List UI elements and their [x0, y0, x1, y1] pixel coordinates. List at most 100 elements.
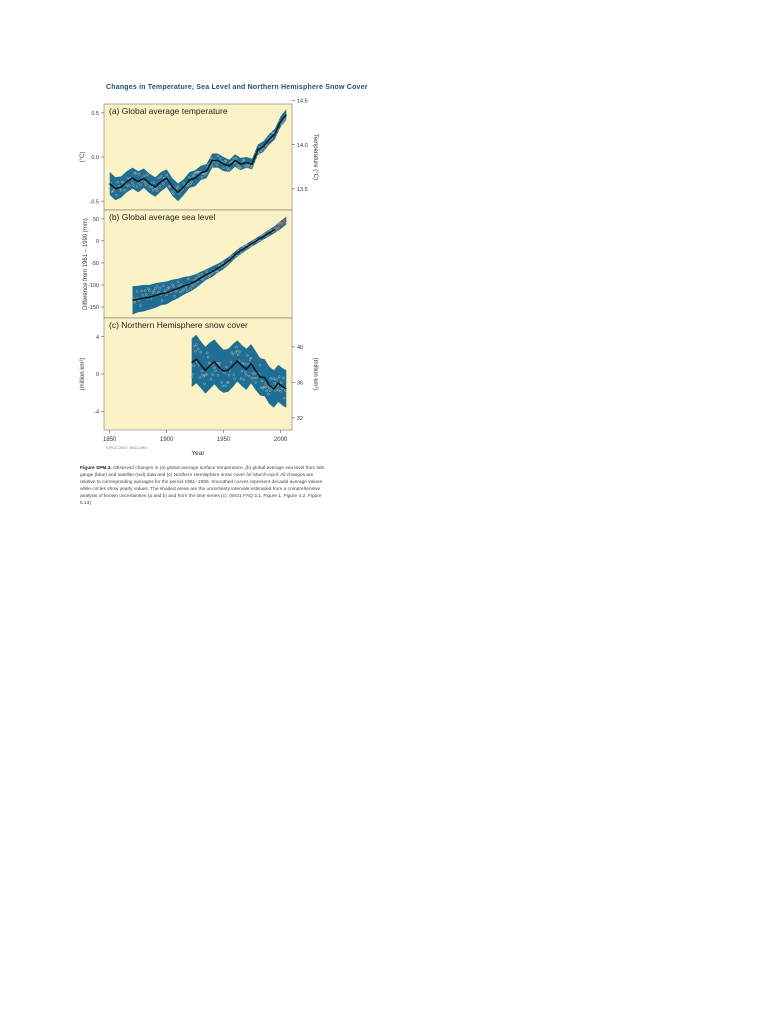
yearly-point: [156, 285, 159, 288]
yearly-point: [119, 188, 123, 192]
yearly-point: [240, 369, 244, 373]
yearly-point: [246, 363, 250, 366]
yearly-point: [151, 291, 155, 294]
yearly-point: [152, 181, 156, 184]
yearly-point: [224, 159, 228, 163]
yearly-point: [150, 185, 154, 189]
credit-text: ©IPCC 2007: WG1-AR4: [106, 446, 147, 450]
yearly-point: [192, 173, 196, 176]
yearly-point: [195, 343, 198, 346]
yearly-point: [249, 165, 253, 169]
yearly-point: [171, 190, 174, 194]
yearly-point: [148, 185, 151, 189]
yearly-point: [242, 244, 246, 248]
yearly-point: [197, 274, 200, 277]
yearly-point: [179, 290, 182, 294]
yearly-point: [218, 361, 222, 365]
yearly-point: [209, 156, 213, 160]
ylabel-left-0: (°C): [80, 152, 86, 163]
yearly-point: [280, 122, 283, 125]
yearly-point: [225, 166, 229, 169]
yearly-point: [226, 381, 230, 384]
yearly-point: [239, 166, 242, 170]
yearly-point: [242, 378, 245, 381]
yearly-point: [272, 377, 276, 380]
yearly-point: [216, 154, 220, 157]
yearly-point: [200, 369, 204, 373]
yearly-point: [260, 379, 264, 383]
xlabel: Year: [191, 450, 205, 457]
yearly-point: [148, 289, 151, 292]
ytick-label: 0: [96, 372, 99, 378]
yearly-point: [111, 189, 115, 193]
yearly-point: [131, 297, 134, 300]
yearly-point: [200, 273, 204, 276]
yearly-point: [141, 294, 144, 297]
ytick-label: 0.0: [91, 155, 99, 161]
yearly-point: [126, 177, 130, 180]
yearly-point: [176, 185, 180, 188]
yearly-point: [143, 289, 147, 292]
yearly-point: [203, 382, 206, 386]
yearly-point: [236, 349, 239, 353]
yearly-point: [140, 289, 143, 293]
yearly-point: [174, 289, 178, 293]
yearly-point: [133, 171, 137, 175]
xtick-label: 1900: [160, 437, 174, 443]
yearly-point: [273, 382, 276, 385]
yearly-point: [191, 372, 194, 376]
yearly-point: [214, 369, 217, 373]
yearly-point: [216, 269, 220, 273]
yearly-point: [198, 376, 202, 379]
yearly-point: [227, 373, 231, 377]
yearly-point: [215, 163, 219, 166]
yearly-point: [142, 174, 146, 178]
ytick-label: -4: [94, 410, 99, 416]
yearly-point: [232, 157, 236, 160]
uncertainty-band-0: [109, 109, 287, 202]
yearly-point: [208, 274, 212, 277]
panel-title-0: (a) Global average temperature: [109, 106, 228, 116]
yearly-point: [195, 277, 198, 280]
yearly-point: [159, 175, 163, 178]
figure-title: Changes in Temperature, Sea Level and No…: [106, 84, 368, 91]
yearly-point: [267, 386, 271, 389]
yearly-point: [164, 289, 167, 292]
yearly-point: [233, 377, 236, 380]
yearly-point: [190, 180, 193, 184]
yearly-point: [115, 193, 118, 197]
yearly-point: [193, 282, 197, 286]
yearly-point: [131, 181, 134, 185]
yearly-point: [257, 151, 261, 155]
yearly-point: [157, 176, 160, 180]
yearly-point: [249, 356, 253, 360]
yearly-point: [213, 366, 216, 370]
yearly-point: [171, 283, 174, 286]
yearly-point: [210, 164, 214, 167]
ytick-right-label: 40: [297, 345, 303, 351]
yearly-point: [139, 183, 142, 187]
yearly-point: [182, 182, 186, 185]
yearly-point: [244, 164, 247, 167]
yearly-point: [239, 377, 243, 380]
yearly-point: [243, 362, 246, 366]
yearly-point: [236, 353, 240, 356]
yearly-point: [263, 385, 266, 389]
satellite-line: [274, 220, 287, 230]
yearly-point: [143, 180, 147, 184]
yearly-point: [195, 171, 198, 174]
yearly-point: [245, 373, 248, 377]
yearly-point: [173, 294, 176, 298]
yearly-point: [222, 166, 225, 170]
yearly-point: [116, 180, 119, 184]
yearly-point: [176, 280, 180, 284]
yearly-point: [254, 238, 257, 241]
yearly-point: [229, 361, 233, 364]
caption-text: Observed changes in (a) global average s…: [80, 466, 325, 506]
yearly-point: [144, 293, 148, 296]
xtick-label: 1850: [103, 437, 117, 443]
yearly-point: [262, 385, 265, 389]
yearly-point: [220, 381, 224, 384]
yearly-point: [196, 170, 199, 174]
yearly-point: [233, 161, 237, 165]
